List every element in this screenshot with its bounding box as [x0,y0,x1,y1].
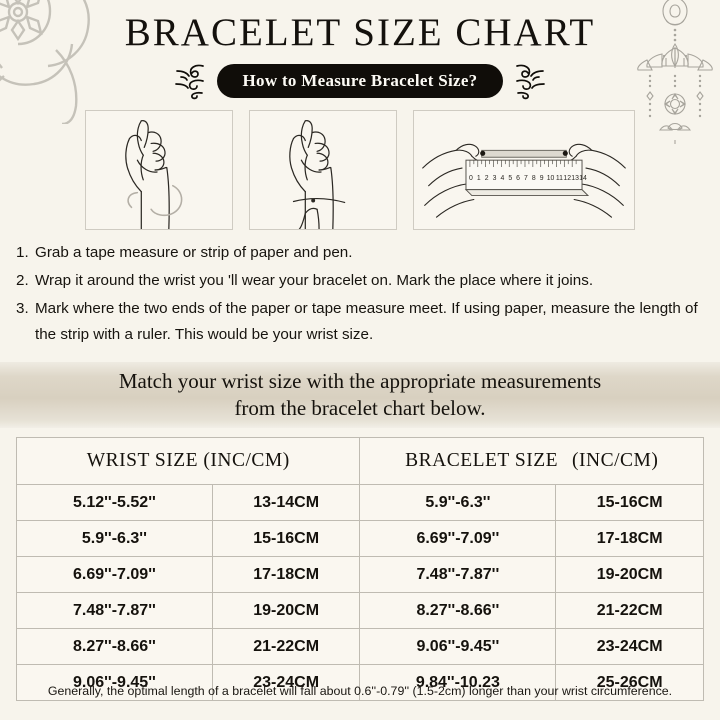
cell-wrist-inch: 9.06''-9.45'' [16,664,213,701]
svg-text:14: 14 [579,175,587,182]
table-row: 5.12''-5.52'' 13-14CM 5.9''-6.3'' 15-16C… [16,484,704,521]
table-row: 6.69''-7.09'' 17-18CM 7.48''-7.87'' 19-2… [16,556,704,593]
svg-text:2: 2 [485,175,489,182]
match-size-banner: Match your wrist size with the appropria… [0,362,720,428]
table-body: 5.12''-5.52'' 13-14CM 5.9''-6.3'' 15-16C… [16,484,704,701]
measure-steps-list: 1. Grab a tape measure or strip of paper… [16,240,708,350]
svg-text:10: 10 [547,175,555,182]
svg-text:3: 3 [493,175,497,182]
header-bracelet-unit: (INC/CM) [572,450,659,471]
cell-bracelet-inch: 8.27''-8.66'' [359,592,557,629]
table-row: 7.48''-7.87'' 19-20CM 8.27''-8.66'' 21-2… [16,592,704,629]
cell-bracelet-inch: 9.84''-10.23 [359,664,557,701]
cell-bracelet-cm: 17-18CM [555,520,704,557]
svg-text:13: 13 [571,175,579,182]
cell-wrist-inch: 7.48''-7.87'' [16,592,213,629]
how-to-measure-badge: How to Measure Bracelet Size? [216,64,504,98]
svg-text:9: 9 [540,175,544,182]
size-table-wrap: WRIST SIZE (INC/CM) BRACELET SIZE (INC/CM… [15,437,704,701]
cell-bracelet-cm: 25-26CM [555,664,704,701]
table-row: 5.9''-6.3'' 15-16CM 6.69''-7.09'' 17-18C… [16,520,704,557]
cell-wrist-inch: 5.12''-5.52'' [16,484,213,521]
cell-wrist-cm: 15-16CM [211,520,361,557]
header-bracelet-main: BRACELET SIZE [405,450,559,471]
table-row: 9.06''-9.45'' 23-24CM 9.84''-10.23 25-26… [16,664,704,701]
cell-wrist-inch: 6.69''-7.09'' [16,556,213,593]
banner-line-2: from the bracelet chart below. [234,396,486,420]
svg-text:8: 8 [532,175,536,182]
table-header-row: WRIST SIZE (INC/CM) BRACELET SIZE (INC/CM… [15,437,704,485]
step-text: Mark where the two ends of the paper or … [35,300,698,343]
cell-wrist-inch: 8.27''-8.66'' [16,628,213,665]
step-number: 2. [16,272,29,289]
step-number: 1. [16,244,29,261]
list-item: 3. Mark where the two ends of the paper … [16,296,708,348]
bracelet-size-table: WRIST SIZE (INC/CM) BRACELET SIZE (INC/CM… [15,437,704,701]
cell-bracelet-inch: 9.06''-9.45'' [359,628,557,665]
step-text: Grab a tape measure or strip of paper an… [35,244,353,261]
step-number: 3. [16,300,29,317]
flourish-ornament-icon [516,64,546,100]
cell-wrist-cm: 19-20CM [211,592,361,629]
svg-text:1: 1 [477,175,481,182]
svg-text:5: 5 [508,175,512,182]
list-item: 1. Grab a tape measure or strip of paper… [16,240,708,266]
cell-bracelet-inch: 6.69''-7.09'' [359,520,557,557]
svg-text:7: 7 [524,175,528,182]
hand-marking-wrist-illustration [249,110,397,230]
cell-wrist-inch: 5.9''-6.3'' [16,520,213,557]
cell-bracelet-cm: 15-16CM [555,484,704,521]
banner-line-1: Match your wrist size with the appropria… [118,369,602,393]
cell-bracelet-cm: 21-22CM [555,592,704,629]
header-wrist-size: WRIST SIZE (INC/CM) [15,437,361,485]
cell-wrist-cm: 21-22CM [211,628,361,665]
svg-text:11: 11 [556,175,563,182]
cell-bracelet-cm: 23-24CM [555,628,704,665]
cell-bracelet-inch: 5.9''-6.3'' [359,484,557,521]
page-title: BRACELET SIZE CHART [124,11,596,54]
svg-text:12: 12 [563,175,571,182]
cell-wrist-cm: 13-14CM [211,484,361,521]
svg-text:0: 0 [469,175,473,182]
table-row: 8.27''-8.66'' 21-22CM 9.06''-9.45'' 23-2… [16,628,704,665]
badge-row: How to Measure Bracelet Size? [0,62,720,100]
cell-wrist-cm: 23-24CM [211,664,361,701]
cell-bracelet-inch: 7.48''-7.87'' [359,556,557,593]
flourish-ornament-icon [174,64,204,100]
list-item: 2. Wrap it around the wrist you 'll wear… [16,268,708,294]
hand-with-tape-illustration [85,110,233,230]
svg-text:6: 6 [516,175,520,182]
footer-note: Generally, the optimal length of a brace… [47,684,673,698]
banner-text: Match your wrist size with the appropria… [119,368,601,422]
svg-text:4: 4 [500,175,504,182]
step-text: Wrap it around the wrist you 'll wear yo… [35,272,594,289]
header-bracelet-size: BRACELET SIZE (INC/CM) [359,437,704,485]
cell-wrist-cm: 17-18CM [211,556,361,593]
cell-bracelet-cm: 19-20CM [555,556,704,593]
